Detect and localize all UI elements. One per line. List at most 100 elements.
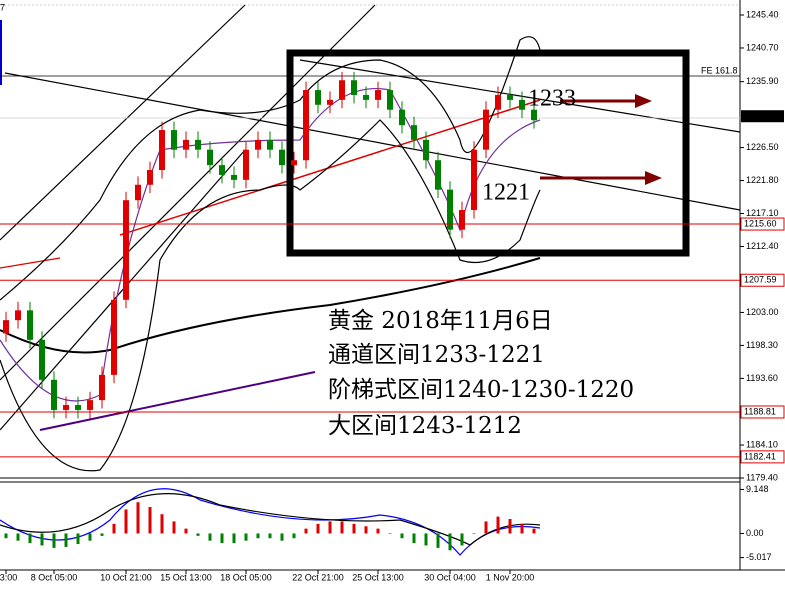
candle-body: [195, 139, 201, 150]
x-tick-label: 10 Oct 21:00: [100, 572, 152, 582]
y-tick-label: 1193.60: [746, 373, 778, 383]
candle-body: [315, 90, 321, 105]
macd-bar: [160, 514, 164, 534]
trend-line: [0, 257, 61, 269]
note: 黄金 2018年11月6日: [328, 308, 553, 334]
y-tick-label: 1235.90: [746, 76, 779, 86]
trend-line: [0, 4, 376, 381]
macd-bar: [316, 523, 320, 534]
macd-bar: [520, 523, 524, 534]
x-tick-label: 13:00: [0, 572, 17, 582]
trend-line: [0, 4, 246, 241]
x-tick-label: 18 Oct 05:00: [220, 572, 272, 582]
macd-bar: [292, 533, 296, 539]
highlight-box: [286, 49, 690, 257]
candle-body: [87, 400, 93, 410]
corner-label: 7: [0, 2, 5, 12]
y-tick-label: 9.148: [746, 484, 769, 494]
macd-line: [0, 488, 541, 556]
candle-body: [3, 320, 9, 334]
candle-body: [27, 310, 33, 340]
x-tick-label: 15 Oct 13:00: [160, 572, 212, 582]
macd-bar: [496, 516, 500, 534]
candle-body: [375, 90, 381, 100]
macd-bar: [4, 533, 8, 539]
y-tick-label: -5.017: [746, 552, 772, 562]
macd-bar: [208, 533, 212, 541]
macd-bar: [280, 533, 284, 541]
candle-body: [75, 405, 81, 410]
candle-body: [351, 80, 357, 95]
macd-bar: [52, 533, 56, 548]
macd-bar: [328, 521, 332, 534]
macd-bar: [76, 533, 80, 545]
candle-body: [255, 139, 261, 150]
macd-bar: [352, 523, 356, 534]
y-tick-label: 1184.10: [746, 439, 778, 449]
level-label-box: [740, 273, 785, 287]
level-label: 1215.60: [744, 218, 777, 228]
macd-bar: [112, 523, 116, 534]
candle-body: [135, 184, 141, 201]
candle-body: [531, 109, 537, 121]
macd-bar: [472, 533, 476, 534]
level-label-box: [740, 450, 785, 464]
macd-bar: [484, 521, 488, 534]
current-price-box: [741, 110, 784, 123]
candle-body: [243, 149, 249, 180]
marks: [3, 71, 537, 551]
candle-body: [399, 109, 405, 126]
arrow-head: [645, 171, 662, 185]
candle-body: [279, 149, 285, 166]
y-tick-label: 1203.00: [746, 307, 779, 317]
level-label-box: [740, 217, 785, 231]
candle-body: [327, 99, 333, 105]
candle-body: [387, 90, 393, 110]
macd-bar: [304, 528, 308, 534]
candle-body: [303, 90, 309, 161]
macd-bar: [436, 533, 440, 548]
macd-bar: [376, 528, 380, 534]
x-tick-label: 1 Nov 20:00: [486, 572, 535, 582]
x-tick-label: 8 Oct 05:00: [31, 572, 78, 582]
candle-body: [363, 94, 369, 100]
y-tick-label: 1212.40: [746, 241, 779, 251]
candle-body: [39, 339, 45, 380]
candle-body: [159, 130, 165, 171]
candle-body: [123, 200, 129, 300]
candle-body: [99, 374, 105, 401]
note: 大区间1243-1212: [328, 413, 522, 439]
y-tick-label: 1245.40: [746, 9, 779, 19]
macd-bar: [64, 533, 68, 547]
candle-body: [483, 109, 489, 150]
y-tick-label: 1240.70: [746, 42, 779, 52]
candle-body: [111, 299, 117, 375]
macd-bar: [268, 533, 272, 539]
candle-body: [267, 139, 273, 150]
macd-bar: [16, 533, 20, 541]
macd-bar: [196, 533, 200, 536]
candle-body: [447, 189, 453, 230]
candle-body: [339, 80, 345, 100]
x-tick-label: 25 Oct 13:00: [352, 572, 404, 582]
level-label: 1182.41: [744, 451, 776, 461]
candle-body: [291, 160, 297, 166]
candle-body: [207, 149, 213, 166]
y-tick-label: 1221.80: [746, 175, 779, 185]
macd-bar: [412, 533, 416, 544]
note: 通道区间1233-1221: [328, 342, 545, 368]
band-upper: [0, 36, 541, 301]
macd-bar: [172, 521, 176, 534]
macd-bar: [448, 533, 452, 551]
x-tick-label: 22 Oct 21:00: [292, 572, 344, 582]
y-tick-label: 0.00: [746, 528, 764, 538]
macd-bar: [124, 509, 128, 534]
candle-body: [51, 379, 57, 410]
candle-body: [459, 210, 465, 230]
macd-bar: [340, 521, 344, 534]
trend-line: [119, 99, 541, 236]
macd-bar: [100, 533, 104, 536]
x-tick-label: 30 Oct 04:00: [424, 572, 476, 582]
candle-body: [231, 174, 237, 180]
candle-body: [411, 125, 417, 140]
